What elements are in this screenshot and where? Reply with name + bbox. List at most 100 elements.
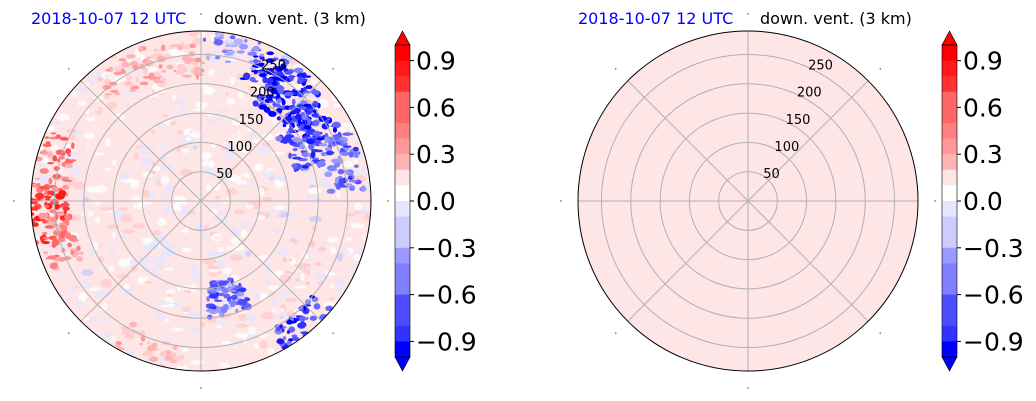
field-cell [149, 191, 157, 198]
field-feature-cell [210, 290, 217, 294]
theta-tick-mark [68, 68, 70, 70]
azimuth-line [747, 200, 869, 322]
field-cell [202, 277, 212, 286]
field-feature-cell [306, 118, 312, 125]
colorbar-tick-label: −0.9 [963, 327, 1024, 356]
field-cell [209, 269, 219, 273]
field-feature-cell [296, 123, 302, 127]
field-cell [309, 215, 322, 223]
colorbar-level [395, 325, 410, 342]
field-feature-cell [188, 50, 195, 57]
field-cell [316, 198, 321, 202]
field-feature-cell [70, 142, 75, 149]
field-feature-cell [125, 334, 135, 340]
field-cell [330, 226, 341, 231]
field-feature-cell [217, 292, 225, 297]
field-cell [250, 181, 258, 187]
field-feature-cell [310, 249, 319, 255]
field-cell [179, 359, 186, 368]
field-cell [247, 326, 257, 335]
field-feature-cell [318, 143, 328, 147]
colorbar-level [942, 325, 957, 342]
field-feature-cell [229, 35, 236, 40]
field-cell [79, 202, 86, 208]
field-feature-cell [259, 53, 265, 57]
field-feature-cell [42, 236, 50, 240]
colorbar: 0.9 0.6 0.3 0.0 −0.3 −0.6 −0.9 [394, 30, 477, 372]
field-feature-cell [44, 204, 50, 208]
field-feature-cell [225, 44, 231, 48]
panel-title-date: 2018-10-07 12 UTC [31, 9, 186, 28]
field-cell [161, 164, 174, 169]
field-feature-cell [291, 115, 296, 121]
field-feature-cell [138, 45, 143, 53]
field-cell [172, 195, 187, 204]
colorbar-level [942, 216, 957, 233]
field-cell [238, 130, 251, 138]
field-feature-cell [251, 80, 259, 83]
colorbar-level [395, 154, 410, 171]
field-cell [99, 290, 112, 296]
field-cell [180, 207, 189, 216]
field-feature-cell [286, 319, 294, 325]
field-cell [32, 235, 40, 241]
colorbar-level [395, 232, 410, 249]
field-feature-cell [214, 55, 221, 60]
field-feature-cell [54, 259, 58, 262]
field-cell [136, 276, 144, 285]
field-feature-cell [281, 99, 286, 106]
field-feature-cell [309, 315, 317, 321]
field-feature-cell [53, 203, 60, 210]
field-feature-cell [297, 322, 306, 329]
field-cell [145, 280, 153, 284]
field-feature-cell [344, 147, 350, 152]
colorbar-level [942, 60, 957, 77]
field-feature-cell [42, 232, 48, 235]
field-feature-cell [38, 185, 49, 190]
colorbar-level [942, 341, 957, 358]
azimuth-line [80, 200, 202, 322]
field-cell [329, 284, 335, 289]
field-cell [336, 190, 341, 199]
field-feature-cell [145, 267, 153, 270]
field-feature-cell [145, 56, 152, 59]
field-cell [133, 152, 139, 160]
field-cell [308, 221, 321, 227]
polar-border [577, 30, 919, 372]
colorbar-level [942, 76, 957, 93]
field-feature-cell [166, 64, 174, 70]
field-feature-cell [237, 298, 248, 306]
field-feature-cell [227, 277, 233, 282]
field-cell [111, 231, 116, 238]
field-cell [268, 284, 281, 291]
field-feature-cell [214, 299, 223, 302]
azimuth-line [80, 80, 202, 202]
field-feature-cell [282, 123, 287, 128]
field-cell [333, 103, 341, 109]
field-cell [117, 172, 131, 180]
azimuth-line [627, 200, 749, 322]
field-cell [84, 109, 90, 115]
field-cell [112, 158, 117, 167]
field-cell [319, 98, 329, 108]
field-cell [274, 228, 281, 234]
colorbar-level [395, 294, 410, 311]
field-feature-cell [130, 62, 138, 66]
field-feature-cell [44, 195, 52, 199]
field-feature-cell [223, 293, 231, 299]
field-cell [279, 157, 284, 163]
field-cell [196, 151, 204, 160]
field-feature-cell [262, 76, 268, 84]
field-cell [227, 69, 238, 76]
field-cell [239, 99, 249, 107]
field-cell [230, 237, 240, 245]
field-cell [176, 136, 184, 142]
field-cell [178, 291, 186, 299]
field-feature-cell [144, 244, 152, 252]
field-cell [267, 169, 275, 179]
field-cell [224, 142, 233, 150]
field-feature-cell [314, 261, 322, 266]
field-feature-cell [221, 49, 229, 54]
range-tick-label: 200 [797, 86, 822, 101]
